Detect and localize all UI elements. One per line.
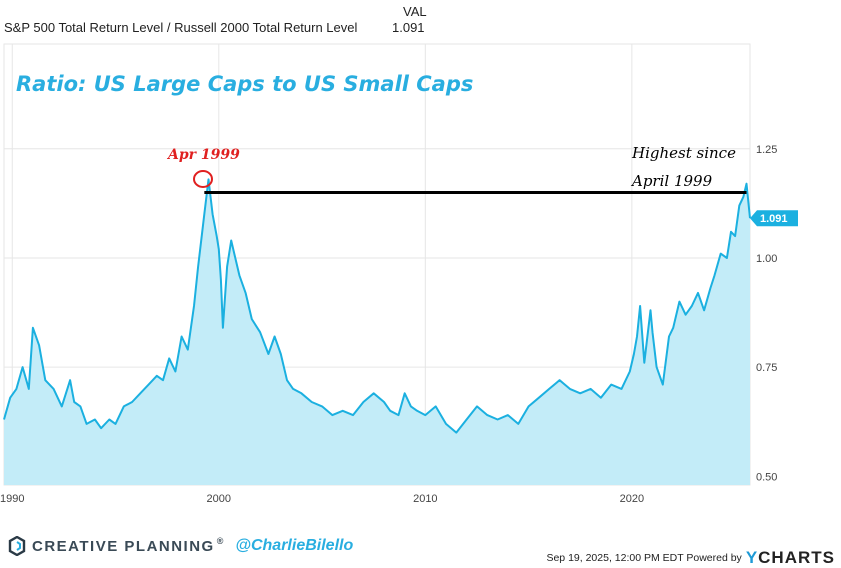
x-axis: 1990 2000 2010 2020	[0, 493, 644, 505]
value-column-header: VAL	[403, 4, 427, 19]
x-tick-label: 2020	[620, 493, 644, 505]
peak-circle-marker	[193, 170, 213, 188]
last-value-badge: 1.091	[750, 210, 798, 227]
twitter-handle[interactable]: @CharlieBilello	[235, 537, 354, 554]
footer-branding: CREATIVE PLANNING ® @CharlieBilello	[8, 536, 353, 556]
ycharts-logo-text: CHARTS	[758, 548, 835, 567]
registered-mark: ®	[216, 536, 224, 546]
last-value-label: 1.091	[760, 213, 788, 225]
ycharts-logo-y: Y	[745, 548, 759, 567]
y-tick-label: 1.25	[756, 144, 777, 156]
series-current-value: 1.091	[392, 20, 425, 35]
footer-attribution: Sep 19, 2025, 12:00 PM EDT Powered by YC…	[546, 548, 835, 568]
x-tick-label: 2000	[207, 493, 231, 505]
series-line	[3, 178, 751, 434]
x-tick-label: 2010	[413, 493, 437, 505]
series-area	[3, 178, 751, 485]
creative-planning-logo-icon	[8, 536, 26, 556]
brand-name: CREATIVE PLANNING	[32, 537, 215, 555]
annotation-highest-since: Highest since	[631, 144, 736, 162]
series-label: S&P 500 Total Return Level / Russell 200…	[4, 20, 358, 35]
timestamp: Sep 19, 2025, 12:00 PM EDT Powered by	[546, 552, 742, 564]
x-tick-label: 1990	[0, 493, 24, 505]
annotation-april-1999: April 1999	[630, 172, 713, 190]
y-tick-label: 0.75	[756, 362, 777, 374]
ycharts-logo[interactable]: YCHARTS	[746, 548, 835, 568]
series-fill	[4, 179, 750, 485]
y-axis: 0.50 0.75 1.00 1.25	[756, 144, 777, 483]
last-value-badge-shape	[750, 210, 798, 227]
y-tick-label: 0.50	[756, 471, 777, 483]
annotation-apr-1999: Apr 1999	[166, 147, 240, 163]
y-tick-label: 1.00	[756, 253, 777, 265]
chart-title: Ratio: US Large Caps to US Small Caps	[16, 72, 473, 96]
